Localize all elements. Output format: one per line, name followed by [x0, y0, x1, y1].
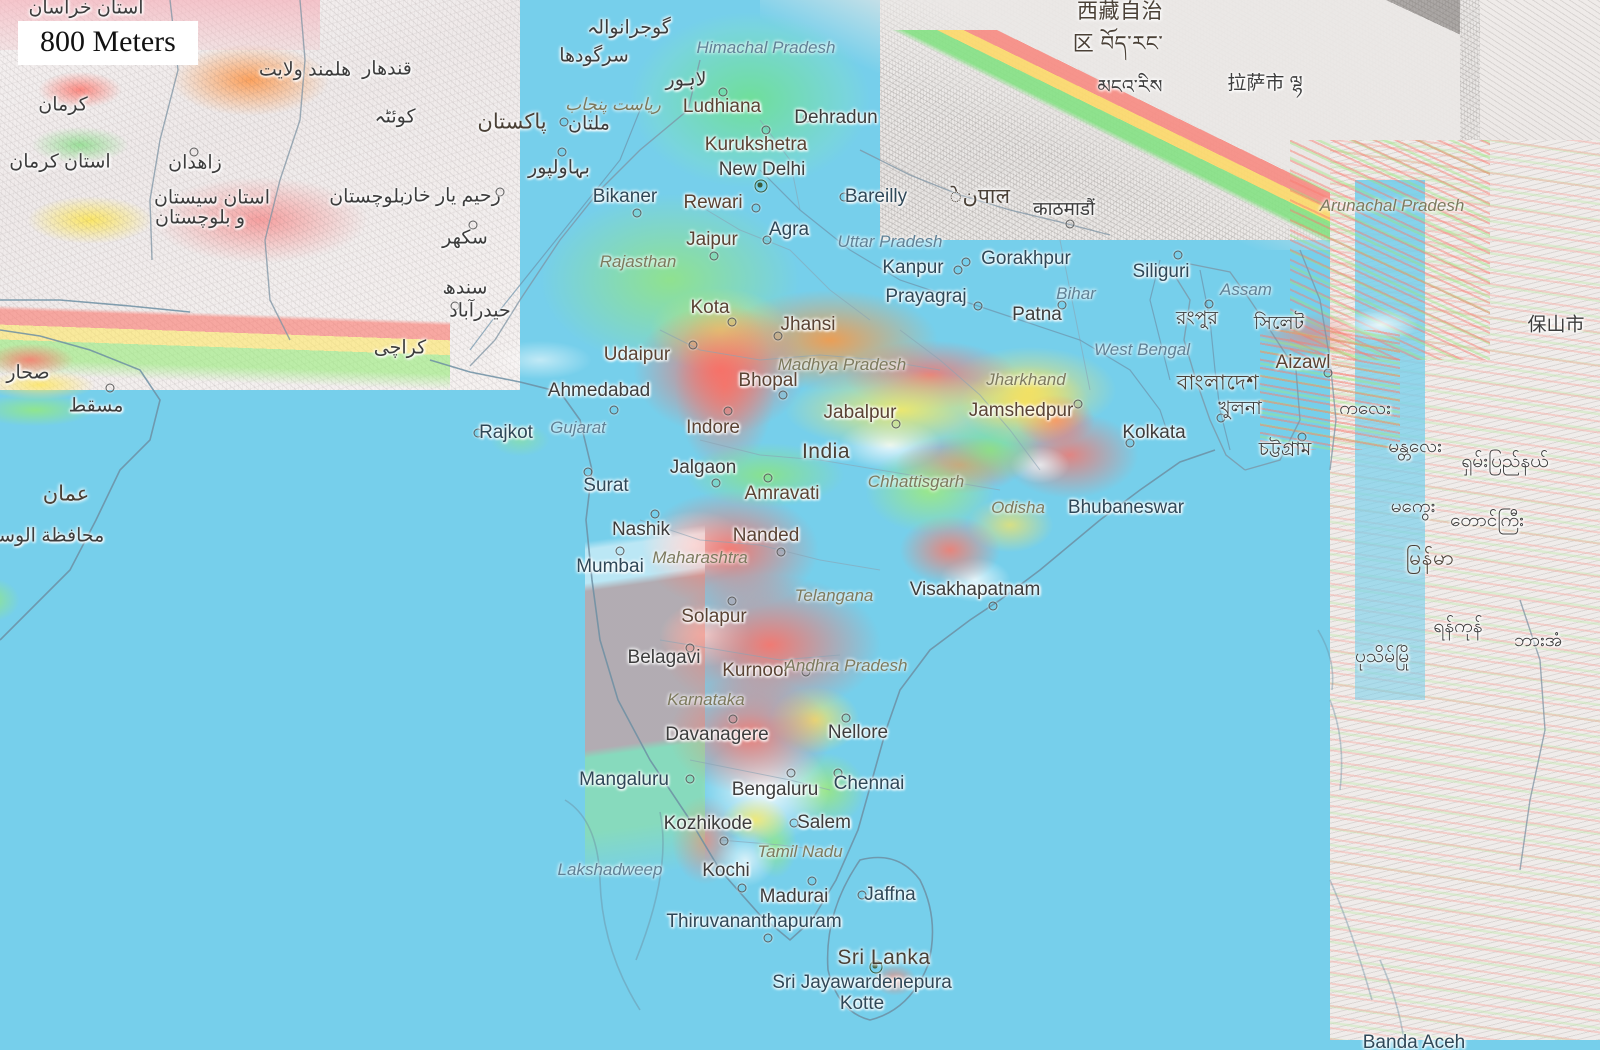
city-marker-dot[interactable] [776, 547, 786, 557]
elevation-threshold-badge[interactable]: 800 Meters [18, 21, 198, 65]
city-marker-dot[interactable] [468, 220, 478, 230]
city-marker-dot[interactable] [857, 890, 867, 900]
city-marker-dot[interactable] [557, 147, 567, 157]
city-marker-dot[interactable] [891, 419, 901, 429]
city-marker-dot[interactable] [763, 473, 773, 483]
city-marker-dot[interactable] [709, 251, 719, 261]
city-marker-dot[interactable] [1323, 368, 1333, 378]
river-group [469, 109, 1231, 451]
city-marker-dot[interactable] [1073, 399, 1083, 409]
city-marker-dot[interactable] [1065, 219, 1075, 229]
city-marker-dot[interactable] [718, 87, 728, 97]
city-marker-dot[interactable] [737, 883, 747, 893]
city-marker-dot[interactable] [685, 643, 695, 653]
city-marker-dot[interactable] [1125, 438, 1135, 448]
city-marker-dot[interactable] [807, 876, 817, 886]
city-marker-dot[interactable] [961, 257, 971, 267]
city-marker-dot[interactable] [773, 331, 783, 341]
city-marker-dot[interactable] [450, 301, 460, 311]
coastline-group [0, 299, 1405, 1041]
capital-marker-dot[interactable] [754, 179, 768, 193]
city-marker-dot[interactable] [473, 428, 483, 438]
city-marker-dot[interactable] [1080, 503, 1090, 513]
city-marker-dot[interactable] [559, 117, 569, 127]
city-marker-dot[interactable] [685, 774, 695, 784]
city-marker-dot[interactable] [727, 317, 737, 327]
city-marker-dot[interactable] [973, 301, 983, 311]
city-marker-dot[interactable] [723, 406, 733, 416]
state-border-group [639, 119, 1091, 851]
terrain-western-ghats [585, 500, 705, 900]
city-marker-dot[interactable] [1216, 413, 1226, 423]
city-marker-dot[interactable] [1057, 300, 1067, 310]
city-marker-dot[interactable] [833, 768, 843, 778]
city-marker-dot[interactable] [728, 714, 738, 724]
city-marker-dot[interactable] [761, 125, 771, 135]
city-marker-dot[interactable] [189, 147, 199, 157]
city-marker-dot[interactable] [719, 836, 729, 846]
city-marker-dot[interactable] [688, 340, 698, 350]
city-marker-dot[interactable] [1297, 432, 1307, 442]
city-marker-dot[interactable] [802, 113, 812, 123]
city-marker-dot[interactable] [839, 192, 849, 202]
city-marker-dot[interactable] [778, 390, 788, 400]
city-marker-dot[interactable] [632, 208, 642, 218]
capital-marker-dot[interactable] [869, 960, 883, 974]
city-marker-dot[interactable] [763, 933, 773, 943]
city-marker-dot[interactable] [988, 601, 998, 611]
city-marker-dot[interactable] [583, 467, 593, 477]
city-marker-dot[interactable] [495, 187, 505, 197]
city-marker-dot[interactable] [789, 818, 799, 828]
city-marker-dot[interactable] [615, 546, 625, 556]
city-marker-dot[interactable] [1204, 299, 1214, 309]
city-marker-dot[interactable] [786, 768, 796, 778]
city-marker-dot[interactable] [801, 667, 811, 677]
city-marker-dot[interactable] [751, 203, 761, 213]
city-marker-dot[interactable] [953, 265, 963, 275]
country-border-group [149, 0, 1546, 871]
city-marker-dot[interactable] [609, 405, 619, 415]
terrain-oman-hajar [0, 300, 170, 600]
city-marker-dot[interactable] [727, 596, 737, 606]
city-marker-dot[interactable] [711, 478, 721, 488]
city-marker-dot[interactable] [1173, 250, 1183, 260]
city-marker-dot[interactable] [105, 383, 115, 393]
city-marker-dot[interactable] [762, 235, 772, 245]
city-marker-dot[interactable] [650, 509, 660, 519]
city-marker-dot[interactable] [841, 713, 851, 723]
